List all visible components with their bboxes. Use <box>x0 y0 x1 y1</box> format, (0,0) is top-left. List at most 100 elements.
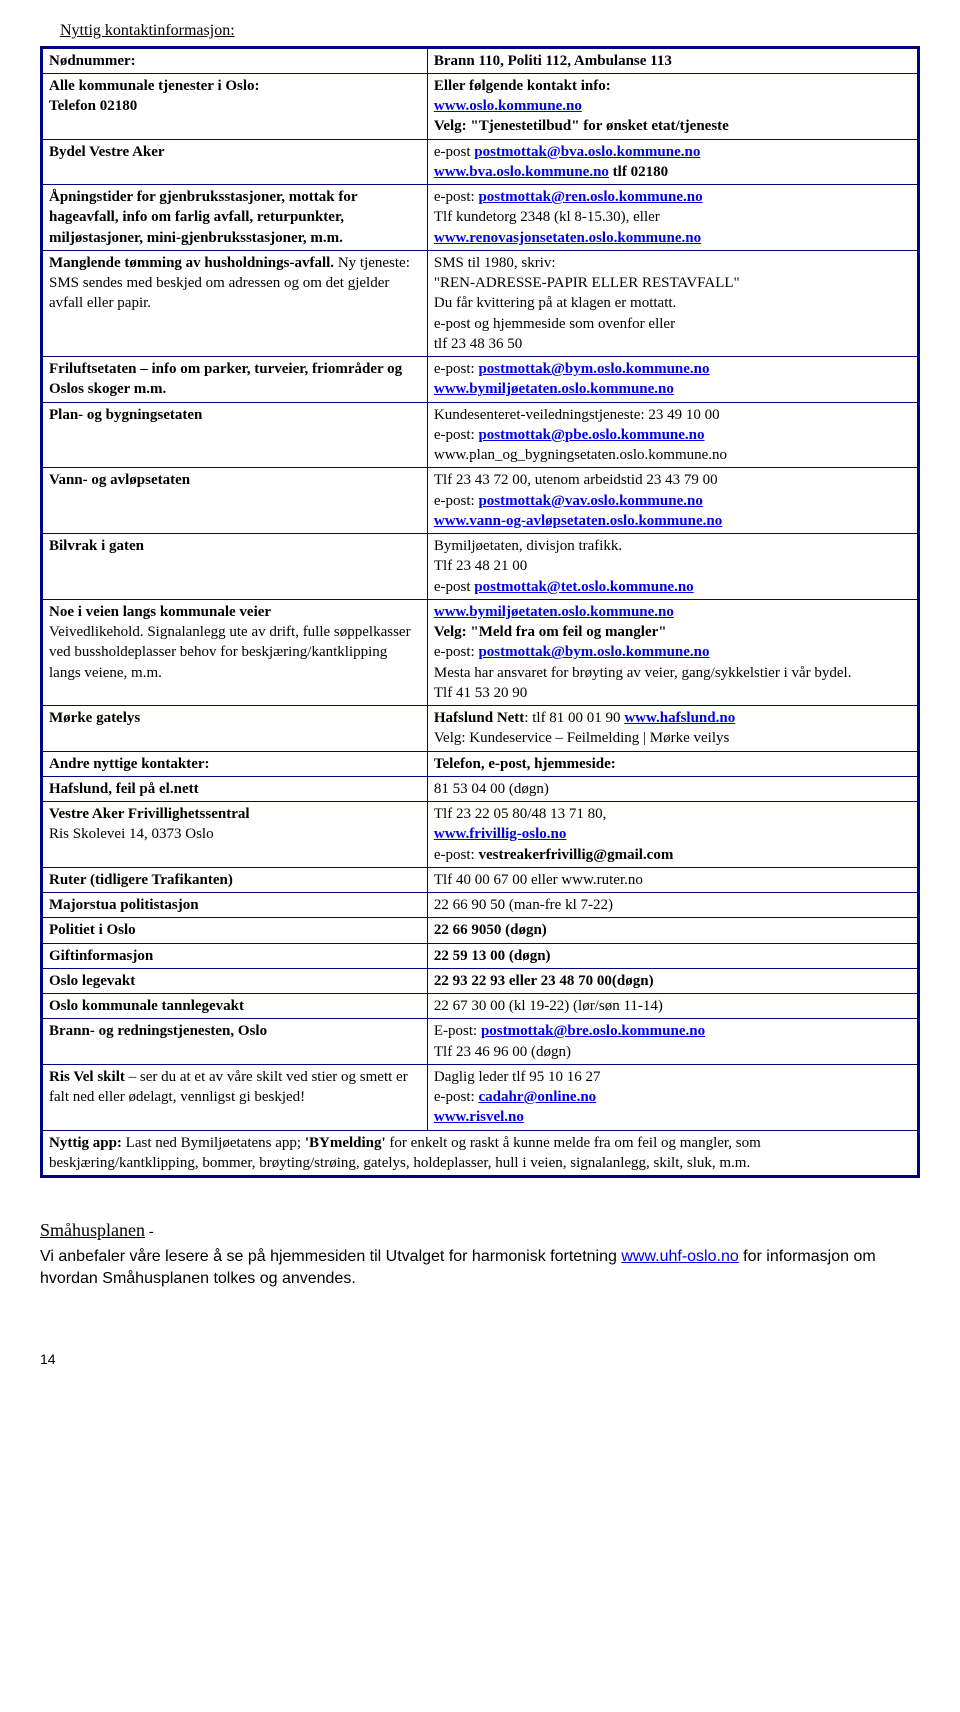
text-segment: Eller følgende kontakt info: <box>434 78 611 94</box>
cell-line: Giftinformasjon <box>49 946 421 966</box>
table-row: Friluftsetaten – info om parker, turveie… <box>42 357 919 403</box>
table-cell-right: 22 66 9050 (døgn) <box>427 918 918 943</box>
footer-section: Småhusplanen - Vi anbefaler våre lesere … <box>40 1218 920 1289</box>
text-segment: Oslo kommunale tannlegevakt <box>49 998 244 1014</box>
cell-line: Vestre Aker Frivillighetssentral <box>49 804 421 824</box>
cell-line: 22 66 9050 (døgn) <box>434 920 911 940</box>
cell-line: "REN-ADRESSE-PAPIR ELLER RESTAVFALL" <box>434 273 911 293</box>
table-cell-right: Bymiljøetaten, divisjon trafikk.Tlf 23 4… <box>427 534 918 600</box>
table-row: Åpningstider for gjenbruksstasjoner, mot… <box>42 185 919 251</box>
text-segment: vestreakerfrivillig@gmail.com <box>478 847 673 863</box>
cell-line: Tlf 40 00 67 00 eller www.ruter.no <box>434 870 911 890</box>
cell-line: Manglende tømming av husholdnings-avfall… <box>49 253 421 314</box>
text-segment: Telefon 02180 <box>49 98 137 114</box>
table-cell-left: Ris Vel skilt – ser du at et av våre ski… <box>42 1064 428 1130</box>
cell-line: Kundesenteret-veiledningstjeneste: 23 49… <box>434 405 911 425</box>
link[interactable]: www.vann-og-avløpsetaten.oslo.kommune.no <box>434 513 722 529</box>
link[interactable]: www.frivillig-oslo.no <box>434 826 567 842</box>
link[interactable]: cadahr@online.no <box>478 1089 596 1105</box>
text-segment: Giftinformasjon <box>49 948 153 964</box>
table-row: Majorstua politistasjon 22 66 90 50 (man-… <box>42 893 919 918</box>
text-segment: Tlf 23 46 96 00 (døgn) <box>434 1044 571 1060</box>
cell-line: Hafslund, feil på el.nett <box>49 779 421 799</box>
link[interactable]: www.risvel.no <box>434 1109 524 1125</box>
table-cell-right: 22 67 30 00 (kl 19-22) (lør/søn 11-14) <box>427 994 918 1019</box>
cell-line: Tlf 23 22 05 80/48 13 71 80, <box>434 804 911 824</box>
footer-link[interactable]: www.uhf-oslo.no <box>621 1248 738 1265</box>
link[interactable]: postmottak@vav.oslo.kommune.no <box>478 493 702 509</box>
cell-line: e-post: postmottak@ren.oslo.kommune.no <box>434 187 911 207</box>
cell-line: Tlf 41 53 20 90 <box>434 683 911 703</box>
cell-line: Du får kvittering på at klagen er mottat… <box>434 293 911 313</box>
link[interactable]: www.bymiljøetaten.oslo.kommune.no <box>434 381 674 397</box>
cell-line: www.risvel.no <box>434 1107 911 1127</box>
text-segment: Velg: Kundeservice – Feilmelding | Mørke… <box>434 730 729 746</box>
text-segment: Noe i veien langs kommunale veier <box>49 604 271 620</box>
table-cell-right: e-post postmottak@bva.oslo.kommune.nowww… <box>427 139 918 185</box>
text-segment: Veivedlikehold. Signalanlegg ute av drif… <box>49 624 411 681</box>
table-cell-left: Majorstua politistasjon <box>42 893 428 918</box>
cell-line: Velg: Kundeservice – Feilmelding | Mørke… <box>434 728 911 748</box>
table-row: Vestre Aker FrivillighetssentralRis Skol… <box>42 802 919 868</box>
table-cell-right: Daglig leder tlf 95 10 16 27e-post: cada… <box>427 1064 918 1130</box>
table-row: Andre nyttige kontakter:Telefon, e-post,… <box>42 751 919 776</box>
page-number: 14 <box>40 1350 920 1369</box>
text-segment: Manglende tømming av husholdnings-avfall… <box>49 255 338 271</box>
table-cell-left: Plan- og bygningsetaten <box>42 402 428 468</box>
table-row: Giftinformasjon 22 59 13 00 (døgn) <box>42 943 919 968</box>
link[interactable]: postmottak@tet.oslo.kommune.no <box>474 579 693 595</box>
cell-line: Brann 110, Politi 112, Ambulanse 113 <box>434 51 911 71</box>
link[interactable]: www.renovasjonsetaten.oslo.kommune.no <box>434 230 701 246</box>
link[interactable]: postmottak@bva.oslo.kommune.no <box>474 144 700 160</box>
cell-line: Nødnummer: <box>49 51 421 71</box>
cell-line: 22 59 13 00 (døgn) <box>434 946 911 966</box>
link[interactable]: postmottak@bym.oslo.kommune.no <box>478 644 709 660</box>
cell-line: Noe i veien langs kommunale veier <box>49 602 421 622</box>
text-segment: e-post <box>434 579 474 595</box>
link[interactable]: postmottak@ren.oslo.kommune.no <box>478 189 702 205</box>
cell-line: Daglig leder tlf 95 10 16 27 <box>434 1067 911 1087</box>
table-cell-left: Hafslund, feil på el.nett <box>42 776 428 801</box>
link[interactable]: www.hafslund.no <box>624 710 735 726</box>
text-segment: Nyttig app: <box>49 1135 126 1151</box>
table-row: Vann- og avløpsetaten Tlf 23 43 72 00, ut… <box>42 468 919 534</box>
link[interactable]: postmottak@bym.oslo.kommune.no <box>478 361 709 377</box>
text-segment: Brann 110, Politi 112, Ambulanse 113 <box>434 53 672 69</box>
link[interactable]: postmottak@pbe.oslo.kommune.no <box>478 427 704 443</box>
table-cell-left: Vann- og avløpsetaten <box>42 468 428 534</box>
cell-line: Velg: "Tjenestetilbud" for ønsket etat/t… <box>434 116 911 136</box>
table-cell-right: 22 59 13 00 (døgn) <box>427 943 918 968</box>
text-segment: tlf 23 48 36 50 <box>434 336 522 352</box>
table-row: Manglende tømming av husholdnings-avfall… <box>42 250 919 356</box>
text-segment: SMS til 1980, skriv: <box>434 255 556 271</box>
table-cell-right: 22 93 22 93 eller 23 48 70 00(døgn) <box>427 968 918 993</box>
cell-line: Mesta har ansvaret for brøyting av veier… <box>434 663 911 683</box>
cell-line: 22 66 90 50 (man-fre kl 7-22) <box>434 895 911 915</box>
text-segment: Tlf kundetorg 2348 (kl 8-15.30), eller <box>434 209 660 225</box>
merged-note: Nyttig app: Last ned Bymiljøetatens app;… <box>49 1133 911 1174</box>
text-segment: E-post: <box>434 1023 481 1039</box>
cell-line: Ris Skolevei 14, 0373 Oslo <box>49 824 421 844</box>
cell-line: e-post: postmottak@bym.oslo.kommune.no <box>434 359 911 379</box>
table-cell-right: Hafslund Nett: tlf 81 00 01 90 www.hafsl… <box>427 706 918 752</box>
text-segment: Friluftsetaten – info om parker, turveie… <box>49 361 402 397</box>
table-cell-right: SMS til 1980, skriv: "REN-ADRESSE-PAPIR E… <box>427 250 918 356</box>
text-segment: Politiet i Oslo <box>49 922 136 938</box>
cell-line: Brann- og redningstjenesten, Oslo <box>49 1021 421 1041</box>
link[interactable]: www.bva.oslo.kommune.no <box>434 164 609 180</box>
text-segment: Mørke gatelys <box>49 710 140 726</box>
cell-line: Veivedlikehold. Signalanlegg ute av drif… <box>49 622 421 683</box>
cell-line: Bilvrak i gaten <box>49 536 421 556</box>
table-cell-right: e-post: postmottak@ren.oslo.kommune.no Tl… <box>427 185 918 251</box>
text-segment: Kundesenteret-veiledningstjeneste: 23 49… <box>434 407 720 423</box>
link[interactable]: www.oslo.kommune.no <box>434 98 582 114</box>
cell-line: e-post: postmottak@bym.oslo.kommune.no <box>434 642 911 662</box>
cell-line: Tlf kundetorg 2348 (kl 8-15.30), eller <box>434 207 911 227</box>
cell-line: e-post: postmottak@vav.oslo.kommune.no <box>434 491 911 511</box>
text-segment: Bilvrak i gaten <box>49 538 144 554</box>
cell-line: Tlf 23 43 72 00, utenom arbeidstid 23 43… <box>434 470 911 490</box>
link[interactable]: www.bymiljøetaten.oslo.kommune.no <box>434 604 674 620</box>
table-cell-right: www.bymiljøetaten.oslo.kommune.noVelg: "… <box>427 599 918 705</box>
link[interactable]: postmottak@bre.oslo.kommune.no <box>481 1023 705 1039</box>
text-segment: Andre nyttige kontakter: <box>49 756 210 772</box>
